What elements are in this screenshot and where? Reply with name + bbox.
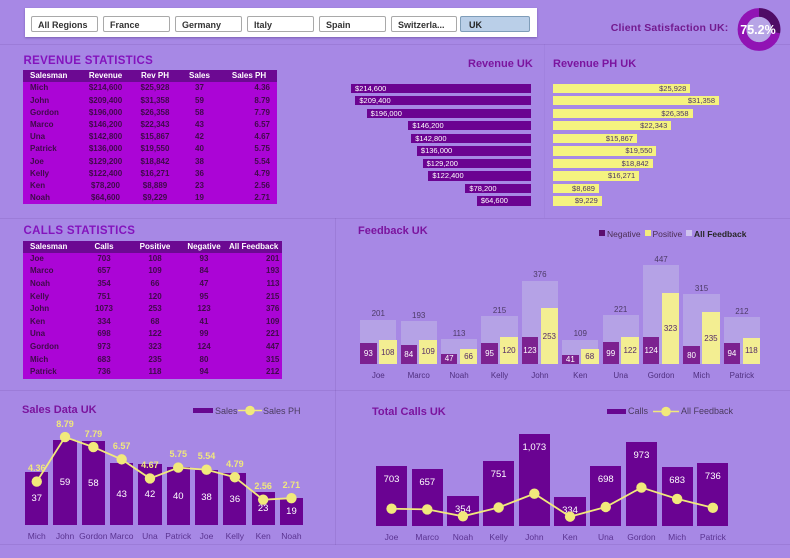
svg-text:75.2%: 75.2% (740, 23, 775, 37)
